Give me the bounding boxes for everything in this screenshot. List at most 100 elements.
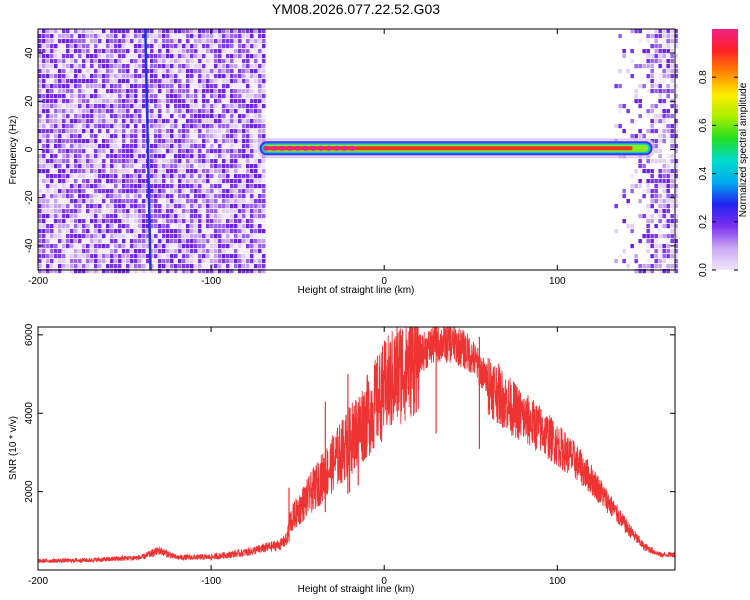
- noise-cell: [158, 104, 162, 109]
- noise-cell: [174, 139, 178, 144]
- noise-cell: [162, 89, 166, 94]
- noise-cell: [110, 164, 114, 169]
- noise-cell: [674, 224, 678, 229]
- noise-cell: [262, 179, 266, 184]
- noise-cell: [230, 239, 234, 244]
- noise-cell: [86, 129, 90, 134]
- noise-cell: [238, 194, 242, 199]
- noise-cell: [90, 89, 94, 94]
- noise-cell: [234, 144, 238, 149]
- noise-cell: [646, 159, 650, 164]
- noise-cell: [94, 229, 98, 234]
- noise-cell: [234, 204, 238, 209]
- noise-cell: [134, 89, 138, 94]
- noise-cell: [102, 239, 106, 244]
- noise-cell: [666, 59, 670, 64]
- noise-cell: [186, 44, 190, 49]
- noise-cell: [82, 204, 86, 209]
- noise-cell: [246, 224, 250, 229]
- noise-cell: [202, 109, 206, 114]
- noise-cell: [66, 194, 70, 199]
- noise-cell: [126, 59, 130, 64]
- noise-cell: [178, 74, 182, 79]
- noise-cell: [666, 249, 670, 254]
- noise-cell: [246, 174, 250, 179]
- noise-cell: [186, 254, 190, 259]
- noise-cell: [202, 64, 206, 69]
- noise-cell: [666, 239, 670, 244]
- noise-cell: [198, 69, 202, 74]
- noise-cell: [190, 29, 194, 34]
- noise-cell: [98, 89, 102, 94]
- noise-cell: [246, 84, 250, 89]
- noise-cell: [106, 259, 110, 264]
- noise-cell: [234, 149, 238, 154]
- noise-cell: [186, 199, 190, 204]
- noise-cell: [258, 264, 262, 269]
- noise-cell: [254, 264, 258, 269]
- noise-cell: [90, 209, 94, 214]
- noise-cell: [106, 109, 110, 114]
- noise-cell: [54, 34, 58, 39]
- noise-cell: [150, 149, 154, 154]
- noise-cell: [202, 74, 206, 79]
- noise-cell: [254, 44, 258, 49]
- noise-cell: [654, 104, 658, 109]
- noise-cell: [238, 149, 242, 154]
- noise-cell: [46, 169, 50, 174]
- noise-cell: [214, 74, 218, 79]
- noise-cell: [82, 249, 86, 254]
- noise-cell: [166, 34, 170, 39]
- noise-cell: [202, 229, 206, 234]
- noise-cell: [618, 84, 622, 89]
- noise-cell: [166, 169, 170, 174]
- noise-cell: [158, 269, 162, 274]
- noise-cell: [634, 134, 638, 139]
- noise-cell: [98, 269, 102, 274]
- noise-cell: [162, 259, 166, 264]
- noise-cell: [670, 134, 674, 139]
- noise-cell: [62, 174, 66, 179]
- noise-cell: [238, 124, 242, 129]
- noise-cell: [170, 69, 174, 74]
- noise-cell: [246, 109, 250, 114]
- noise-cell: [210, 184, 214, 189]
- noise-cell: [226, 79, 230, 84]
- noise-cell: [250, 164, 254, 169]
- noise-cell: [142, 269, 146, 274]
- noise-cell: [238, 189, 242, 194]
- noise-cell: [210, 269, 214, 274]
- noise-cell: [262, 244, 266, 249]
- noise-cell: [74, 164, 78, 169]
- noise-cell: [90, 229, 94, 234]
- noise-cell: [186, 34, 190, 39]
- noise-cell: [222, 109, 226, 114]
- noise-cell: [670, 249, 674, 254]
- noise-cell: [138, 204, 142, 209]
- noise-cell: [210, 119, 214, 124]
- noise-cell: [70, 29, 74, 34]
- noise-cell: [134, 79, 138, 84]
- noise-cell: [670, 219, 674, 224]
- noise-cell: [222, 59, 226, 64]
- y-tick-label: 2000: [24, 480, 35, 503]
- noise-cell: [86, 124, 90, 129]
- noise-cell: [222, 224, 226, 229]
- noise-cell: [66, 89, 70, 94]
- noise-cell: [158, 44, 162, 49]
- noise-cell: [58, 259, 62, 264]
- noise-cell: [234, 259, 238, 264]
- noise-cell: [98, 44, 102, 49]
- noise-cell: [130, 239, 134, 244]
- noise-cell: [178, 64, 182, 69]
- noise-cell: [210, 189, 214, 194]
- noise-cell: [66, 84, 70, 89]
- noise-cell: [122, 209, 126, 214]
- noise-cell: [118, 104, 122, 109]
- noise-cell: [198, 34, 202, 39]
- noise-cell: [166, 244, 170, 249]
- noise-cell: [674, 174, 678, 179]
- noise-cell: [198, 94, 202, 99]
- noise-cell: [74, 219, 78, 224]
- noise-cell: [250, 144, 254, 149]
